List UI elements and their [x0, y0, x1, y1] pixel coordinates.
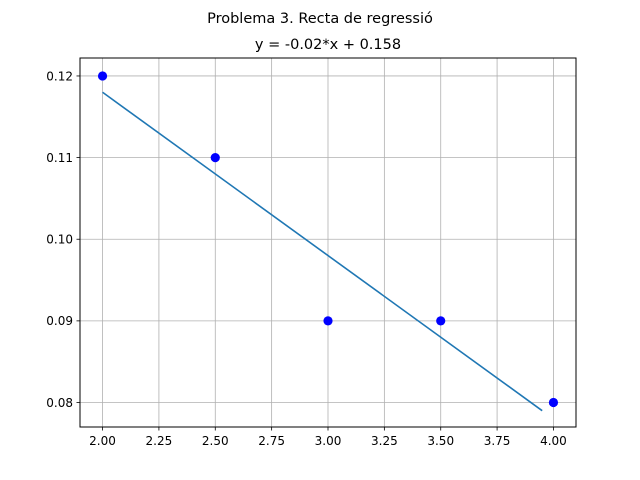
data-point — [548, 397, 559, 408]
x-tick-label: 2.75 — [258, 434, 285, 448]
chart-suptitle: Problema 3. Recta de regressió — [207, 11, 433, 27]
y-tick-label: 0.08 — [46, 396, 73, 410]
chart-title: y = -0.02*x + 0.158 — [255, 37, 401, 53]
x-tick-label: 2.25 — [146, 434, 173, 448]
data-point — [436, 316, 446, 326]
x-tick-label: 3.75 — [484, 434, 511, 448]
data-point — [97, 71, 108, 81]
plot-data — [97, 71, 559, 412]
x-tick-label: 4.00 — [540, 434, 567, 448]
y-tick-label: 0.10 — [46, 233, 73, 247]
y-tick-label: 0.12 — [46, 69, 73, 83]
x-tick-label: 2.00 — [89, 434, 116, 448]
grid — [80, 58, 576, 427]
axis-ticks: 2.00 2.25 2.50 2.75 3.00 3.25 3.50 3.75 4.00 0.08… — [46, 69, 567, 448]
y-tick-label: 0.11 — [46, 151, 73, 165]
x-tick-label: 2.50 — [202, 434, 229, 448]
x-tick-label: 3.00 — [315, 434, 342, 448]
regression-line — [102, 91, 543, 412]
x-tick-label: 3.50 — [427, 434, 454, 448]
data-point — [323, 316, 333, 326]
x-tick-label: 3.25 — [371, 434, 398, 448]
data-point — [210, 152, 220, 163]
y-tick-label: 0.09 — [46, 314, 73, 328]
